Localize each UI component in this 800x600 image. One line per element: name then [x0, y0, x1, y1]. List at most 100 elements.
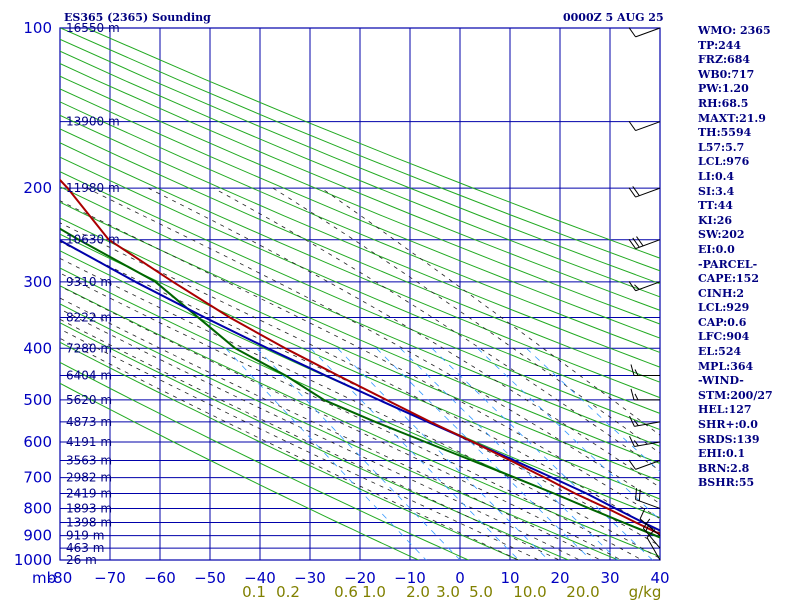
- index-item: EHI:0.1: [698, 447, 746, 461]
- mixing-ratio-line: [400, 348, 619, 560]
- index-item: MAXT:21.9: [698, 111, 766, 125]
- temperature-tick-label: 10: [500, 569, 519, 587]
- dry-adiabat: [60, 285, 660, 558]
- height-label: 16550 m: [66, 21, 120, 35]
- dry-adiabat: [60, 128, 660, 383]
- mixing-ratio-label: 20.0: [566, 583, 599, 600]
- height-label: 4873 m: [66, 415, 112, 429]
- height-label: 1893 m: [66, 501, 112, 515]
- pressure-label: 700: [23, 469, 52, 487]
- dry-adiabat: [60, 303, 620, 560]
- index-item: STM:200/27: [698, 388, 773, 402]
- wind-barb: [628, 120, 661, 132]
- dry-adiabat: [60, 114, 660, 368]
- temperature-tick-label: −40: [244, 569, 276, 587]
- stability-indices-panel: WMO: 2365 TP:244 FRZ:684 WB0:717 PW:1.20 RH:6…: [698, 24, 798, 491]
- moist-adiabat: [213, 187, 660, 472]
- moist-adiabats: [60, 187, 660, 560]
- mixing-ratio-label: 0.1: [242, 583, 266, 600]
- index-item: CAPE:152: [698, 272, 759, 286]
- index-item: PW:1.20: [698, 82, 749, 96]
- pressure-label: 500: [23, 391, 52, 409]
- temperature-tick-label: 20: [550, 569, 569, 587]
- index-item: RH:68.5: [698, 96, 749, 110]
- dry-adiabat: [60, 341, 520, 560]
- height-label: 2982 m: [66, 471, 112, 485]
- pressure-label: 900: [23, 527, 52, 545]
- mixing-ratio-label: 10.0: [513, 583, 546, 600]
- height-label: 26 m: [66, 553, 97, 567]
- pressure-label: 300: [23, 273, 52, 291]
- pressure-label: 400: [23, 339, 52, 357]
- height-label: 919 m: [66, 529, 104, 543]
- temperature-tick-label: −70: [94, 569, 126, 587]
- pressure-unit-label: mb: [32, 569, 56, 587]
- wind-barb: [628, 27, 661, 38]
- mixing-ratio-label: 2.0: [406, 583, 430, 600]
- dry-adiabat: [60, 233, 660, 500]
- mixing-ratio-line: [225, 348, 427, 560]
- height-label: 8222 m: [66, 310, 112, 324]
- moist-adiabat: [60, 258, 660, 559]
- index-item: BSHR:55: [698, 476, 755, 490]
- height-labels: 16550 m 13900 m 11980 m 10630 m 9310 m 8222 m…: [66, 21, 120, 567]
- dry-adiabat: [60, 75, 660, 325]
- dry-adiabat: [60, 101, 660, 354]
- pressure-labels: 100 200 300 400 500 600 700 800 900 1000: [14, 19, 52, 569]
- mixing-ratio-line: [376, 348, 592, 560]
- wind-barb: [628, 186, 661, 198]
- sounding-title: ES365 (2365) Sounding: [64, 11, 211, 24]
- wind-barbs: [628, 27, 661, 561]
- index-item: -WIND-: [698, 374, 744, 388]
- wind-barb: [628, 281, 661, 292]
- index-item: TP:244: [698, 38, 742, 52]
- wind-barb: [635, 488, 661, 509]
- moist-adiabat: [60, 337, 520, 560]
- pressure-label: 600: [23, 433, 52, 451]
- pressure-label: 1000: [14, 551, 52, 569]
- mixing-ratio-label: 5.0: [469, 583, 493, 600]
- height-label: 6404 m: [66, 369, 112, 383]
- index-item: HEL:127: [698, 403, 752, 417]
- mixing-ratio-line: [431, 348, 654, 560]
- wind-barb: [642, 518, 661, 549]
- wind-barb: [629, 415, 661, 427]
- height-label: 5620 m: [66, 393, 112, 407]
- mixing-ratio-label: 1.0: [362, 583, 386, 600]
- index-item: LI:0.4: [698, 169, 735, 183]
- mixing-ratio-line: [256, 348, 461, 560]
- height-label: 2419 m: [66, 487, 112, 501]
- mixing-ratio-labels: 0.1 0.2 0.6 1.0 2.0 3.0 5.0 10.0 20.0 g/kg: [242, 583, 661, 600]
- dry-adiabat: [60, 38, 660, 285]
- moist-adiabat: [60, 222, 660, 534]
- mixing-ratio-label: g/kg: [629, 583, 662, 600]
- dry-adiabat: [60, 50, 660, 298]
- index-item: L57:5.7: [698, 140, 745, 154]
- index-item: -PARCEL-: [698, 257, 758, 271]
- index-item: WMO: 2365: [698, 24, 771, 37]
- temperature-tick-label: 30: [600, 569, 619, 587]
- dry-adiabat: [60, 156, 660, 414]
- moist-adiabat: [321, 187, 660, 436]
- moist-adiabat: [60, 272, 643, 560]
- index-item: LCL:976: [698, 155, 750, 169]
- moist-adiabat: [60, 200, 660, 520]
- index-item: SI:3.4: [698, 184, 735, 198]
- dry-adiabat: [60, 382, 420, 560]
- temperature-tick-label: −20: [344, 569, 376, 587]
- temperature-tick-label: −30: [294, 569, 326, 587]
- temperature-tick-label: 40: [650, 569, 669, 587]
- height-label: 4191 m: [66, 435, 112, 449]
- index-item: CINH:2: [698, 286, 745, 300]
- wind-barb: [628, 236, 661, 250]
- height-label: 11980 m: [66, 181, 120, 195]
- wind-barb: [639, 508, 661, 537]
- dry-adiabat: [60, 63, 660, 311]
- dry-adiabat: [60, 201, 660, 464]
- dry-adiabat: [60, 28, 660, 272]
- temperature-tick-label: −50: [194, 569, 226, 587]
- index-item: TT:44: [698, 199, 733, 213]
- index-item: LCL:929: [698, 301, 750, 315]
